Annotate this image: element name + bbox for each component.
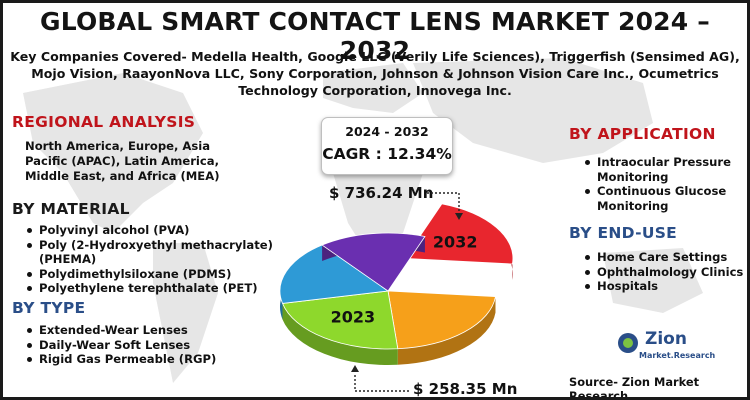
by-application-heading: BY APPLICATION [569, 125, 716, 143]
end-value-arrow [455, 213, 463, 220]
by-end-use-heading: BY END-USE [569, 224, 678, 242]
list-item: Hospitals [583, 279, 747, 294]
page-title: GLOBAL SMART CONTACT LENS MARKET 2024 – … [40, 7, 710, 65]
zion-logo-brand: Zion [645, 329, 687, 349]
list-item: Poly (2-Hydroxyethyl methacrylate) (PHEM… [25, 238, 295, 267]
zion-logo: Zion Market.Research [615, 329, 715, 371]
pie-slice-4 [321, 232, 426, 292]
list-item: Extended-Wear Lenses [25, 323, 265, 338]
end-use-list: Home Care Settings Ophthalmology Clinics… [583, 250, 747, 294]
by-type-heading: BY TYPE [12, 299, 86, 317]
type-list: Extended-Wear Lenses Daily-Wear Soft Len… [25, 323, 265, 367]
pie-slice-2 [281, 290, 399, 350]
start-value-arrow [351, 365, 359, 372]
list-item: Intraocular Pressure Monitoring [583, 155, 743, 184]
list-item: Home Care Settings [583, 250, 747, 265]
pie-slice-1 [387, 290, 496, 350]
key-companies-text: Key Companies Covered- Medella Health, G… [10, 49, 740, 98]
market-pie-chart: 2032 2023 [279, 203, 514, 365]
list-item: Polyvinyl alcohol (PVA) [25, 223, 295, 238]
pie-slice-label: 2032 [433, 232, 478, 251]
list-item: Continuous Glucose Monitoring [583, 184, 743, 213]
cagr-value: CAGR : 12.34% [322, 145, 452, 163]
cagr-years: 2024 - 2032 [345, 124, 429, 139]
start-value-label: $ 258.35 Mn [413, 380, 518, 398]
pie-slice-label: 2023 [331, 308, 376, 327]
start-value-connector [354, 375, 409, 392]
regional-analysis-heading: REGIONAL ANALYSIS [12, 113, 196, 131]
zion-logo-sub: Market.Research [639, 351, 716, 360]
pie-slice-side-1 [397, 296, 496, 365]
by-material-heading: BY MATERIAL [12, 200, 130, 218]
end-value-connector [427, 192, 460, 215]
list-item: Ophthalmology Clinics [583, 265, 747, 280]
cagr-box: 2024 - 2032 CAGR : 12.34% [321, 117, 453, 175]
material-list: Polyvinyl alcohol (PVA) Poly (2-Hydroxye… [25, 223, 295, 296]
list-item: Polydimethylsiloxane (PDMS) [25, 267, 295, 282]
pie-slice-3 [279, 244, 390, 304]
source-text: Source- Zion Market Research [569, 375, 700, 400]
pie-slice-side-2 [282, 303, 398, 365]
list-item: Rigid Gas Permeable (RGP) [25, 352, 265, 367]
end-value-label: $ 736.24 Mn [329, 184, 434, 202]
value-connectors [351, 192, 463, 392]
application-list: Intraocular Pressure Monitoring Continuo… [583, 155, 743, 213]
regional-analysis-text: North America, Europe, Asia Pacific (APA… [25, 139, 220, 183]
zion-logo-icon [618, 333, 638, 353]
list-item: Daily-Wear Soft Lenses [25, 338, 265, 353]
list-item: Polyethylene terephthalate (PET) [25, 281, 295, 296]
pie-slice-0 [404, 203, 514, 265]
